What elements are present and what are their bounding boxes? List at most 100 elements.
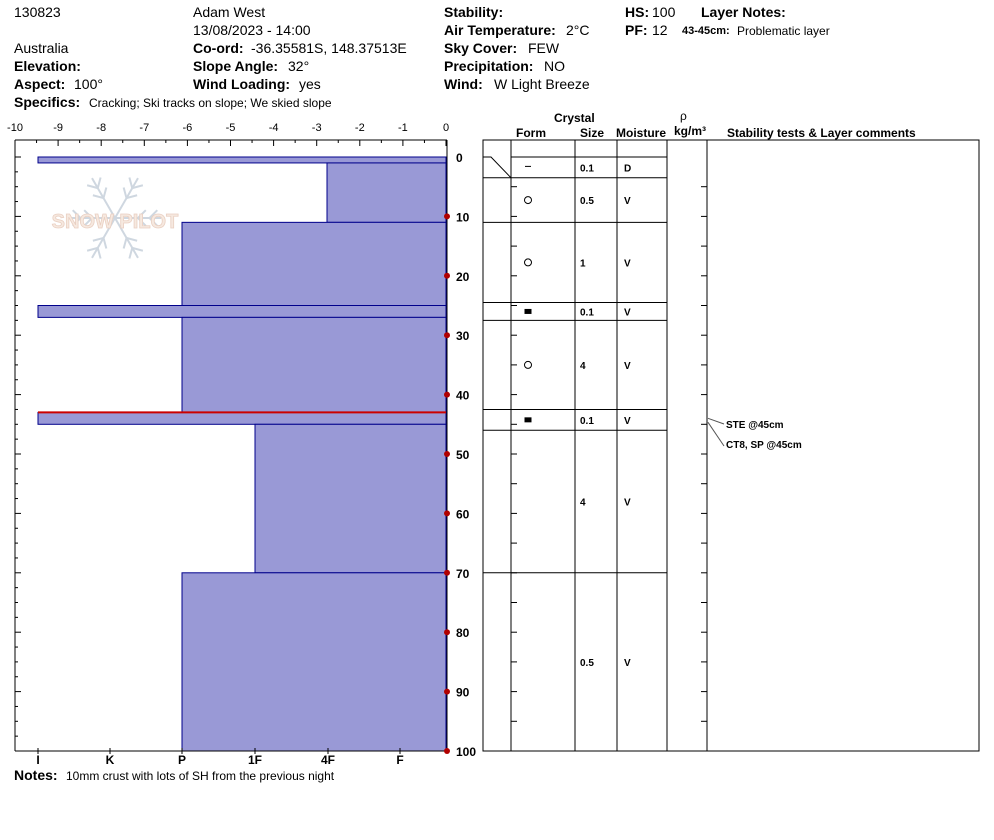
coord-value: -36.35581S, 148.37513E [251,40,407,56]
wind-loading-value: yes [299,76,321,92]
snowflake-branch [96,247,102,259]
snowflake-branch [131,246,144,252]
depth-tick-label: 50 [456,448,470,462]
aspect-value: 100° [74,76,103,92]
snowflake-icon [69,177,161,259]
specifics-value: Cracking; Ski tracks on slope; We skied … [89,96,332,110]
snowflake-branch [83,217,93,227]
depth-tick-label: 10 [456,210,470,224]
depth-marker [444,391,450,398]
layer-moisture: V [624,416,631,427]
snowflake-branch [148,217,158,227]
aspect-label: Aspect: [14,76,66,92]
hardness-label: P [178,753,186,767]
stability-test-label: STE @45cm [726,420,784,431]
layer-note-text: Problematic layer [737,24,830,38]
snowflake-branch [96,177,102,189]
moisture-header: Moisture [616,126,667,140]
sky-cover-label: Sky Cover: [444,40,518,56]
layer-note-range: 43-45cm: [682,25,730,37]
layer-connector [483,156,512,179]
profile-id: 130823 [14,4,61,20]
temperature-tick-label: -1 [398,122,408,134]
temperature-tick-label: -5 [226,122,236,134]
layer-size: 0.1 [580,307,594,318]
elevation-label: Elevation: [14,58,81,74]
temperature-tick-label: -8 [96,122,106,134]
hardness-layer-0 [37,156,447,164]
snowflake-branch [137,217,147,227]
snowflake-branch [102,237,108,249]
observation-datetime: 13/08/2023 - 14:00 [193,22,311,38]
depth-marker [444,569,450,576]
depth-marker [444,332,450,339]
crystal-header: Crystal [554,111,595,125]
slope-angle-value: 32° [288,58,310,74]
air-temperature-label: Air Temperature: [444,22,556,38]
temperature-tick-label: -4 [269,122,279,134]
layer-size: 0.5 [580,196,594,207]
depth-tick-label: 100 [456,745,476,759]
hardness-layer-1 [326,162,447,223]
snowflake-branch [128,247,134,259]
snowflake-branch [122,187,128,199]
snowflake-branch [86,184,99,190]
layer-moisture: V [624,258,631,269]
watermark-text: SNOW PILOT [52,211,179,233]
temperature-tick-label: -6 [183,122,193,134]
layer-size: 4 [580,498,586,509]
layer-size: 1 [580,258,586,269]
depth-tick-label: 20 [456,270,470,284]
depth-tick-label: 70 [456,567,470,581]
snowflake-branch [126,194,138,200]
stability-tests-header: Stability tests & Layer comments [727,126,916,140]
notes-label: Notes: [14,767,58,783]
temperature-tick-label: -7 [139,122,149,134]
layer-notes-label: Layer Notes: [701,4,786,20]
layer-moisture: V [624,307,631,318]
table-border [482,139,980,752]
depth-tick-label: 40 [456,389,470,403]
layer-size: 0.5 [580,658,594,669]
temperature-tick-label: -3 [312,122,322,134]
snowflake-branch [86,246,99,252]
hardness-layers [37,156,447,752]
sky-cover-value: FEW [528,40,560,56]
hs-label: HS: [625,4,650,20]
crystal-form-circle-icon [524,258,532,267]
stability-label: Stability: [444,4,504,20]
wind-value: W Light Breeze [494,76,590,92]
snowflake-branch [148,209,158,219]
precipitation-label: Precipitation: [444,58,534,74]
layer-moisture: V [624,658,631,669]
layer-moisture: V [624,361,631,372]
layer-moisture: D [624,163,631,174]
layer-size: 0.1 [580,416,594,427]
specifics-label: Specifics: [14,94,81,110]
air-temperature-value: 2°C [566,22,590,38]
snowflake-branch [122,237,128,249]
hardness-layer-5 [37,411,447,425]
snowflake-branch [128,177,134,189]
snowpilot-watermark: SNOW PILOT [51,177,179,259]
hardness-layer-7 [181,572,447,752]
snowflake-branch [131,184,144,190]
depth-marker [444,688,450,695]
stability-test-arrow [707,422,725,447]
crystal-form-circle-icon [524,360,532,369]
hardness-label: F [396,753,403,767]
temperature-tick-label: -10 [7,122,23,134]
pf-label: PF: [625,22,648,38]
hardness-layer-3 [37,305,447,318]
layers-table: 0.1 D 0.5 V 1 V 0.1 V 4 V 0.1 V 4 V 0.5 V STE @45cm CT8, … [482,139,980,752]
hardness-label: 4F [321,753,335,767]
hardness-label: I [36,753,39,767]
temperature-tick-label: -2 [355,122,365,134]
depth-marker [444,272,450,279]
hardness-layer-4 [181,316,447,413]
precipitation-value: NO [544,58,565,74]
hardness-label: 1F [248,753,262,767]
depth-tick-label: 0 [456,151,463,165]
pf-value: 12 [652,22,668,38]
